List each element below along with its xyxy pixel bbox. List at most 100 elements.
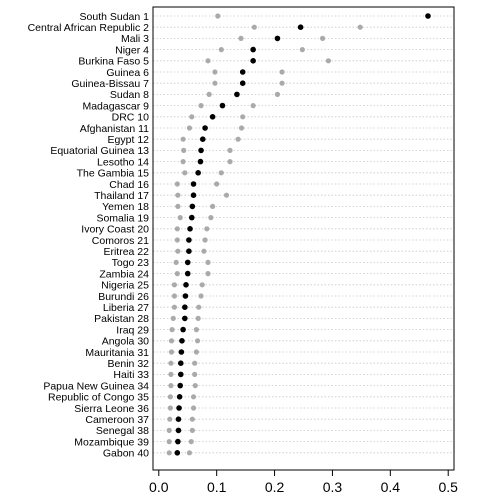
y-tick-label: Zambia 24 [99,268,149,280]
lower-bound-point [171,293,178,299]
interval-points [166,13,431,456]
upper-bound-point [218,170,224,176]
upper-bound-point [325,58,331,64]
upper-bound-point [240,114,246,120]
upper-bound-point [193,349,200,355]
y-tick-label: Ivory Coast 20 [81,224,149,236]
upper-bound-point [210,203,216,209]
x-tick-label: 0.5 [438,479,458,495]
estimate-point [180,326,186,333]
upper-bound-point [198,293,204,299]
upper-bound-point [204,226,210,232]
lower-bound-point [215,13,221,19]
y-tick-label: Thailand 17 [94,190,149,202]
lower-bound-point [166,439,172,445]
lower-bound-point [174,226,180,232]
x-axis: 0.0 0.1 0.2 0.3 0.4 0.5 [149,470,458,495]
y-tick-label: Eritrea 22 [103,246,149,258]
estimate-point [177,360,184,367]
estimate-point [239,69,246,75]
y-tick-label: Comoros 21 [92,235,149,247]
y-tick-label: Liberia 27 [103,302,149,314]
estimate-point [186,237,192,243]
lower-bound-point [181,147,187,153]
lower-bound-point [168,383,174,389]
upper-bound-point [214,181,220,187]
y-tick-label: Papua New Guinea 34 [43,380,149,392]
estimate-point [219,102,226,109]
x-tick-label: 0.4 [381,479,401,495]
lower-bound-point [173,259,179,265]
estimate-point [175,416,182,423]
lower-bound-point [168,371,174,377]
upper-bound-point [227,147,233,153]
lower-bound-point [251,24,257,30]
estimate-point [189,203,196,210]
upper-bound-point [223,192,230,198]
y-tick-label: Afghanistan 11 [80,123,149,135]
lower-bound-point [182,170,188,176]
lower-bound-point [170,315,176,321]
y-tick-label: Pakistan 28 [94,313,149,325]
estimate-points [174,13,431,456]
lower-bound-point [206,91,212,97]
upper-bound-point [299,47,305,53]
upper-bound-point [190,405,197,411]
y-tick-label: Senegal 38 [96,425,149,437]
lower-bound-point [180,136,186,142]
upper-bound-point [279,80,285,86]
estimate-point [250,46,256,53]
y-tick-label: Sierra Leone 36 [74,403,149,415]
upper-bound-point [188,439,194,445]
upper-bound-point [250,103,256,109]
lower-bound-point [167,405,173,411]
estimate-point [202,125,208,131]
y-tick-label: Haiti 33 [113,369,149,381]
upper-bound-point [192,371,198,377]
lower-bound-point [167,416,173,422]
lower-bound-point [166,427,172,433]
y-tick-label: Somalia 19 [96,212,149,224]
y-tick-label: Niger 4 [115,44,149,56]
lower-bound-point [177,215,183,221]
estimate-point [274,35,281,42]
x-tick-label: 0.1 [207,479,227,495]
estimate-point [190,192,197,198]
upper-bound-point [201,248,207,254]
lower-bound-point [168,338,175,344]
upper-bound-point [238,125,245,131]
lower-bound-point [175,203,181,209]
estimate-point [177,382,184,389]
x-tick-label: 0.2 [265,479,285,495]
lower-bound-point [189,114,195,120]
y-tick-label: Cameroon 37 [85,414,149,426]
lower-bound-point [175,248,181,254]
estimate-point [175,438,181,445]
y-tick-label: Benin 32 [108,358,150,370]
upper-bound-point [235,136,241,142]
estimate-point [197,158,204,165]
lower-bound-point [168,360,174,366]
x-tick-label: 0.3 [323,479,343,495]
estimate-point [182,293,189,299]
estimate-point [199,136,206,142]
estimate-point [179,338,185,344]
upper-bound-point [199,282,205,288]
estimate-point [175,427,182,434]
y-tick-label: Burkina Faso 5 [78,56,149,68]
lower-bound-point [186,125,193,131]
lower-bound-point [171,304,178,310]
upper-bound-point [205,271,211,277]
y-tick-label: Nigeria 25 [101,280,149,292]
grid-lines [153,15,454,454]
upper-bound-point [193,327,200,333]
estimate-point [183,282,189,288]
upper-bound-point [202,237,208,243]
y-tick-label: Central African Republic 2 [28,22,150,34]
lower-bound-point [238,35,244,42]
estimate-point [182,304,188,311]
lower-bound-point [218,47,224,53]
plot-frame [152,6,455,471]
estimate-point [187,226,193,232]
x-tick-label: 0.0 [149,479,169,495]
